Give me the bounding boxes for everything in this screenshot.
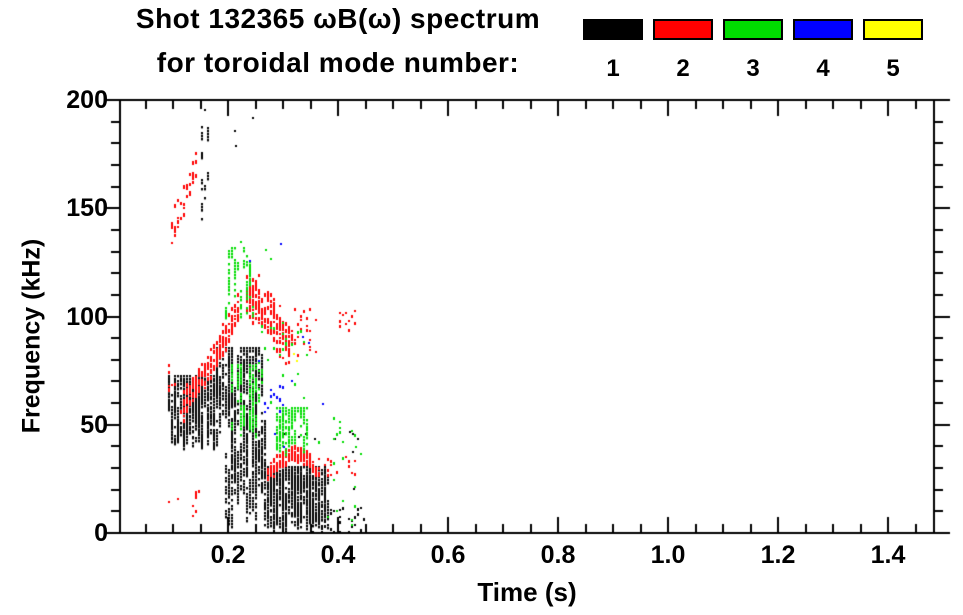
x-tick-label: 1.0 [650, 541, 686, 569]
legend-swatch-mode-1 [583, 19, 643, 40]
legend-swatch-mode-4 [793, 19, 853, 40]
legend-swatch-mode-3 [723, 19, 783, 40]
legend-label-mode-3: 3 [746, 55, 760, 82]
legend-swatch-mode-5 [863, 19, 923, 40]
x-tick-label: 1.4 [870, 541, 906, 569]
y-tick-label: 150 [66, 194, 108, 223]
y-tick-label: 50 [80, 410, 108, 439]
x-tick-label: 1.2 [760, 541, 796, 569]
x-tick-label: 0.8 [540, 541, 576, 569]
legend-swatch-mode-2 [653, 19, 713, 40]
legend-label-mode-4: 4 [816, 55, 830, 82]
x-tick-label: 0.6 [430, 541, 466, 569]
legend-label-mode-1: 1 [606, 55, 620, 82]
legend-label-mode-2: 2 [676, 55, 690, 82]
x-axis-title: Time (s) [477, 577, 577, 607]
y-tick-label: 200 [66, 86, 108, 114]
y-tick-label: 0 [94, 519, 108, 547]
x-tick-label: 0.2 [210, 541, 246, 569]
y-tick-label: 100 [66, 302, 108, 331]
x-tick-label: 0.4 [320, 541, 356, 569]
y-axis-title: Frequency (kHz) [17, 238, 46, 434]
legend-label-mode-5: 5 [886, 55, 900, 82]
